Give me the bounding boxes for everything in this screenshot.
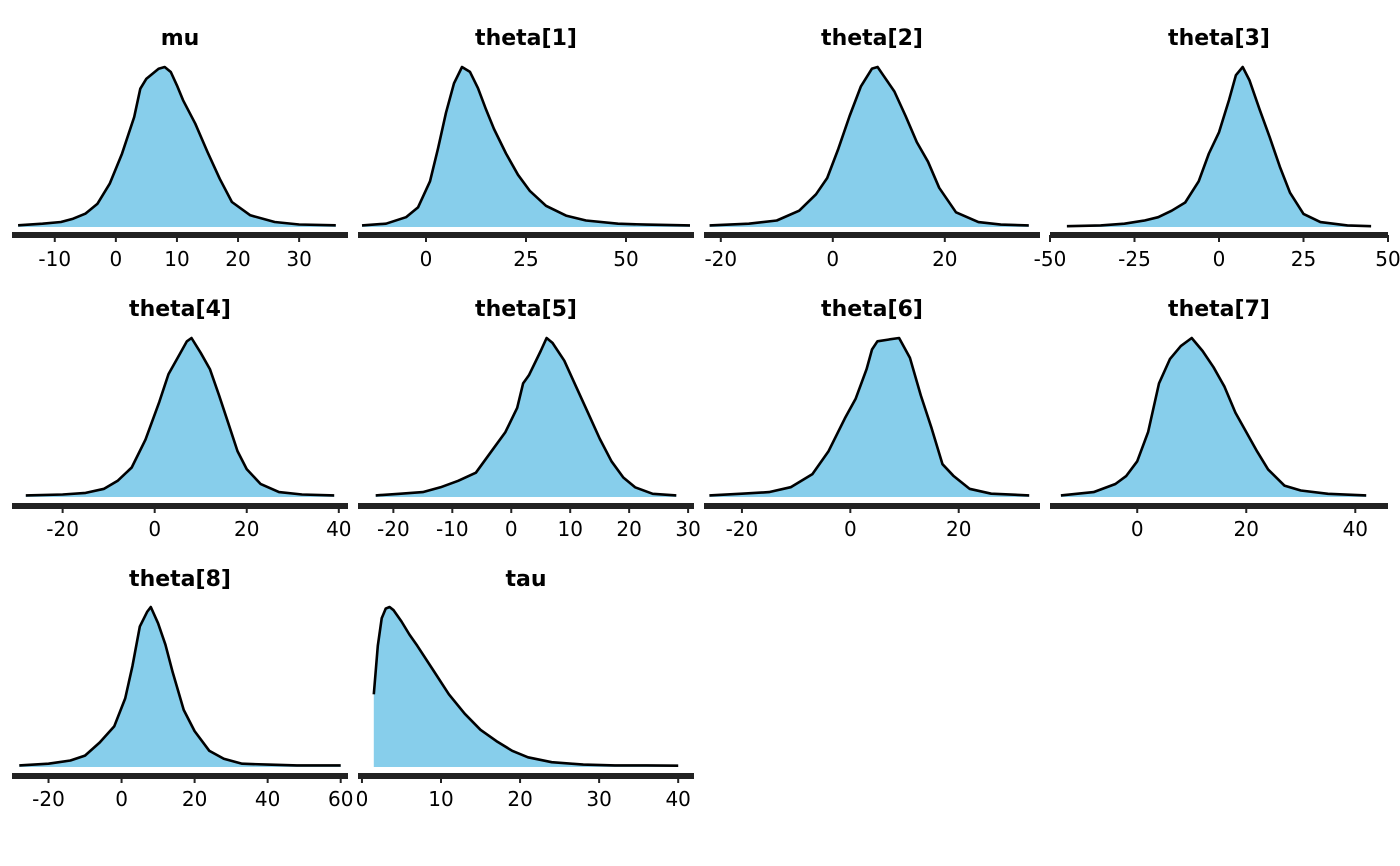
x-tick-label: 10 [428, 787, 453, 811]
density-curve [361, 65, 691, 227]
x-tick-label: 20 [507, 787, 532, 811]
panel-title: theta[7] [1168, 297, 1270, 322]
density-panel: theta[6] -20 0 20 [704, 297, 1040, 541]
panel-title: theta[5] [475, 297, 577, 322]
density-area [25, 338, 335, 497]
x-tick-label: -10 [38, 247, 71, 271]
x-tick-label: 20 [234, 517, 259, 541]
panel-title: tau [505, 567, 546, 592]
density-area [18, 67, 336, 227]
x-tick-label: 30 [586, 787, 611, 811]
density-curve [709, 336, 1030, 497]
panel-title: theta[2] [821, 26, 923, 51]
x-tick-label: 60 [328, 787, 353, 811]
x-tick-label: 50 [1375, 247, 1400, 271]
x-tick-label: 0 [844, 517, 857, 541]
x-tick-label: -25 [1118, 247, 1151, 271]
x-tick-label: -20 [377, 517, 410, 541]
x-tick-label: 0 [148, 517, 161, 541]
density-curve [18, 65, 336, 227]
x-tick-label: 0 [1213, 247, 1226, 271]
density-curve [372, 605, 679, 767]
density-panel: theta[1] 0 25 50 [358, 26, 694, 271]
x-tick-label: 20 [616, 517, 641, 541]
density-area [1060, 338, 1367, 497]
x-tick-label: -50 [1034, 247, 1067, 271]
density-panel: theta[7] 0 20 40 [1050, 297, 1388, 541]
x-tick-label: 0 [1131, 517, 1144, 541]
panel-title: theta[8] [129, 567, 231, 592]
panel-title: theta[6] [821, 297, 923, 322]
density-area [1066, 67, 1372, 227]
x-tick-label: -20 [32, 787, 65, 811]
density-panel: theta[2] -20 0 20 [704, 26, 1040, 271]
x-tick-label: 40 [255, 787, 280, 811]
density-area [362, 67, 690, 227]
x-tick-label: 0 [109, 247, 122, 271]
x-tick-label: 30 [675, 517, 700, 541]
x-tick-label: -10 [436, 517, 469, 541]
density-panel: tau 0 10 20 30 40 [356, 567, 694, 811]
x-tick-label: 10 [164, 247, 189, 271]
x-tick-label: 20 [182, 787, 207, 811]
panel-title: theta[3] [1168, 26, 1270, 51]
x-tick-label: 20 [932, 247, 957, 271]
x-tick-label: 25 [1291, 247, 1316, 271]
x-tick-label: 30 [286, 247, 311, 271]
density-curve [25, 336, 335, 497]
x-tick-label: 40 [1343, 517, 1368, 541]
density-panel: theta[5] -20 -10 0 10 20 30 [358, 297, 701, 541]
density-curve [1066, 65, 1372, 228]
x-tick-label: -20 [726, 517, 759, 541]
density-area [709, 67, 1029, 227]
density-panel: theta[4] -20 0 20 40 [12, 297, 352, 541]
x-tick-label: 0 [115, 787, 128, 811]
x-tick-label: 0 [505, 517, 518, 541]
panel-title: theta[1] [475, 26, 577, 51]
density-curve [709, 65, 1029, 227]
x-tick-label: 40 [665, 787, 690, 811]
x-tick-label: 0 [420, 247, 433, 271]
x-tick-label: -20 [46, 517, 79, 541]
density-area [709, 338, 1030, 497]
panel-title: mu [161, 26, 200, 51]
x-tick-label: 0 [826, 247, 839, 271]
density-curve [375, 336, 677, 497]
x-tick-label: 25 [513, 247, 538, 271]
density-area [375, 338, 677, 497]
x-tick-label: 50 [613, 247, 638, 271]
density-area [373, 607, 679, 767]
x-tick-label: 20 [946, 517, 971, 541]
x-tick-label: 20 [1234, 517, 1259, 541]
density-panel: theta[3] -50 -25 0 25 50 [1034, 26, 1400, 271]
x-tick-label: 40 [326, 517, 351, 541]
density-panel: theta[8] -20 0 20 40 60 [12, 567, 353, 811]
x-tick-label: -20 [704, 247, 737, 271]
panel-title: theta[4] [129, 297, 231, 322]
density-area [19, 607, 341, 767]
density-panel: mu -10 0 10 20 30 [12, 26, 348, 271]
x-tick-label: 20 [225, 247, 250, 271]
x-tick-label: 10 [557, 517, 582, 541]
density-curve [1060, 336, 1367, 497]
x-tick-label: 0 [356, 787, 369, 811]
density-curve [19, 605, 341, 767]
